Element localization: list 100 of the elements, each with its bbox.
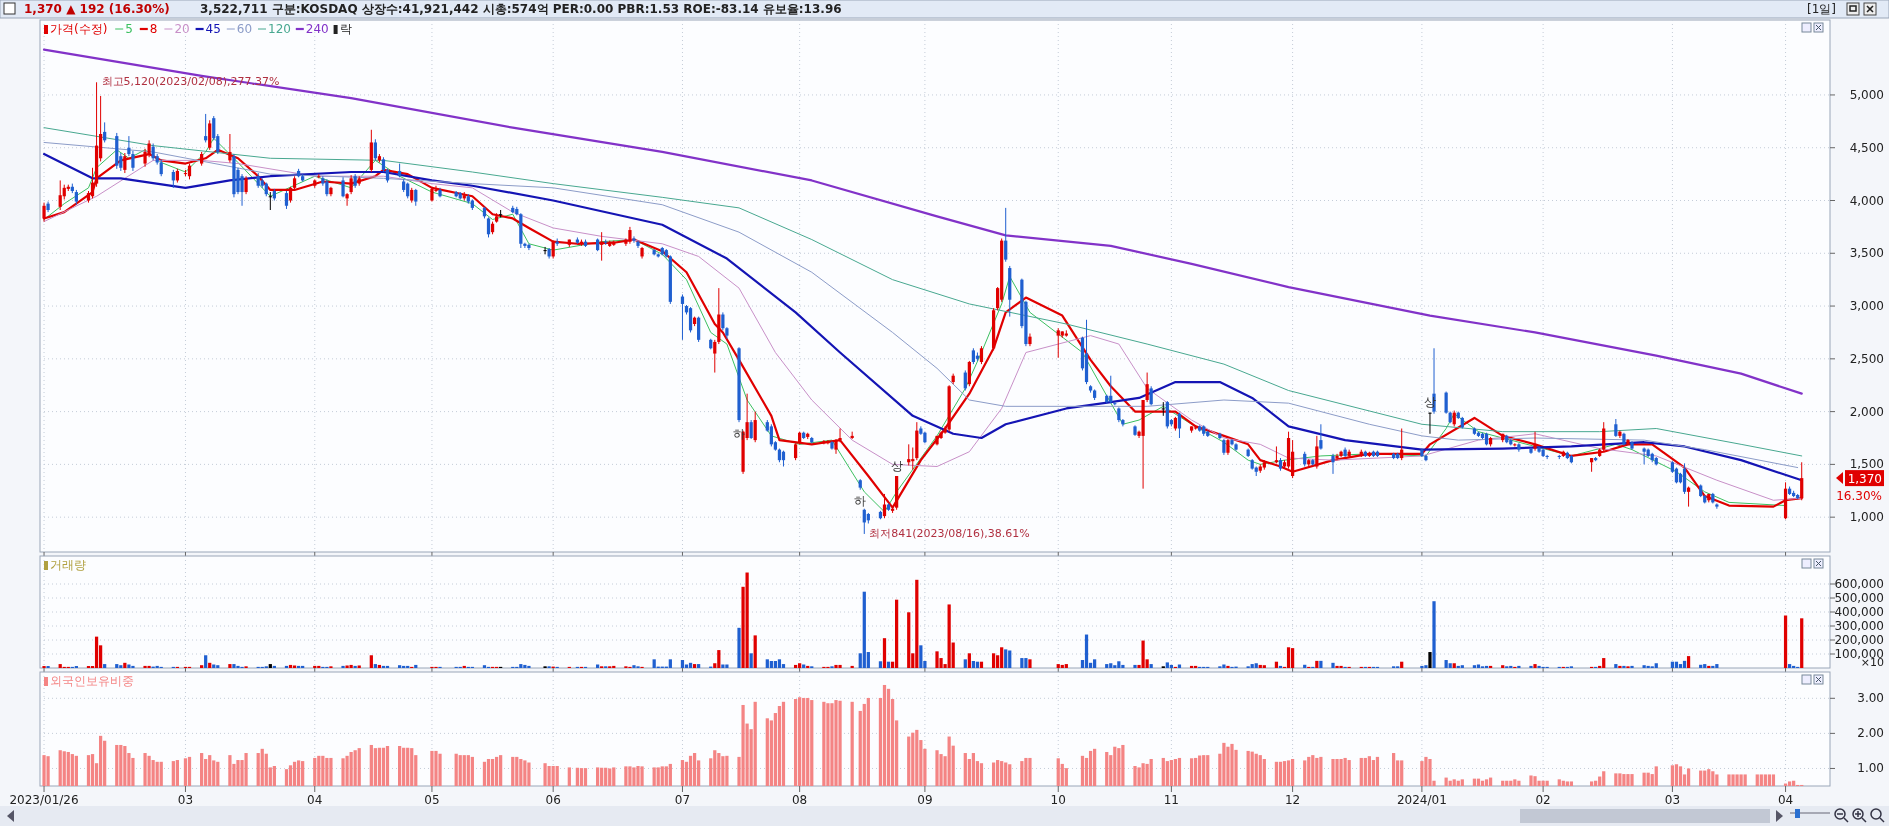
bar bbox=[793, 664, 798, 668]
y-tick-label: 1,500 bbox=[1849, 457, 1884, 472]
bar bbox=[341, 665, 345, 668]
x-tick-label: 07 bbox=[674, 793, 691, 807]
bar bbox=[1533, 664, 1537, 668]
bar bbox=[482, 665, 487, 668]
candlestick bbox=[341, 176, 345, 198]
bar bbox=[1331, 662, 1335, 668]
bar bbox=[414, 664, 418, 668]
y-tick-label: 2.00 bbox=[1857, 726, 1884, 741]
bar bbox=[1121, 664, 1125, 668]
bar bbox=[147, 665, 151, 668]
bar bbox=[749, 653, 753, 668]
y-tick-label: 3,500 bbox=[1849, 246, 1884, 261]
bar bbox=[1165, 662, 1169, 668]
bar bbox=[1020, 658, 1024, 668]
bar bbox=[228, 664, 232, 668]
bar bbox=[878, 661, 883, 668]
bar bbox=[119, 665, 123, 668]
bar bbox=[1056, 664, 1060, 668]
legend-label: 240 bbox=[305, 22, 329, 36]
bar bbox=[373, 664, 377, 668]
bar bbox=[1400, 661, 1404, 668]
x-tick-label: 04 bbox=[307, 793, 323, 807]
candlestick bbox=[600, 231, 604, 262]
bar bbox=[1262, 665, 1266, 668]
bar bbox=[1686, 656, 1691, 668]
text: [1일] bbox=[1807, 2, 1836, 16]
bar bbox=[369, 655, 373, 668]
bar bbox=[1319, 660, 1323, 668]
candlestick bbox=[1109, 375, 1113, 404]
bar bbox=[232, 664, 236, 668]
bar bbox=[94, 636, 99, 668]
bar bbox=[773, 661, 778, 668]
bar bbox=[527, 665, 531, 668]
bar bbox=[1064, 664, 1068, 668]
candlestick bbox=[1537, 445, 1541, 454]
bar bbox=[143, 665, 147, 668]
candlestick bbox=[1161, 401, 1165, 417]
candlestick bbox=[749, 419, 753, 440]
bar bbox=[1452, 663, 1456, 668]
bar bbox=[907, 612, 911, 668]
bar bbox=[963, 659, 967, 668]
y-tick-label: 3,000 bbox=[1849, 299, 1884, 314]
bar bbox=[1654, 663, 1658, 668]
candlestick bbox=[769, 423, 773, 447]
bar bbox=[632, 665, 636, 668]
bar bbox=[753, 635, 757, 668]
bar bbox=[967, 653, 971, 668]
bar bbox=[971, 661, 975, 668]
bar bbox=[1117, 661, 1121, 668]
x-tick-label: 02 bbox=[1535, 793, 1551, 807]
bar bbox=[1024, 658, 1028, 668]
x-tick-label: 04 bbox=[1777, 793, 1794, 807]
y-tick-label: 400,000 bbox=[1834, 605, 1884, 619]
bar bbox=[1420, 665, 1424, 668]
bar bbox=[1800, 618, 1804, 668]
candlestick bbox=[373, 138, 377, 161]
bar bbox=[975, 661, 980, 668]
candlestick bbox=[123, 152, 127, 174]
y-tick-label: 200,000 bbox=[1834, 633, 1884, 647]
bar bbox=[1682, 660, 1687, 668]
x-tick-label: 03 bbox=[1664, 793, 1681, 807]
bar bbox=[1315, 660, 1319, 668]
bar bbox=[769, 661, 773, 668]
bar bbox=[895, 599, 899, 668]
bar bbox=[1084, 634, 1089, 668]
x-tick-label: 05 bbox=[424, 793, 440, 807]
bar bbox=[838, 664, 842, 668]
x-tick-label: 09 bbox=[917, 793, 933, 807]
y-tick-label: 600,000 bbox=[1834, 577, 1884, 591]
x-tick-label: 2023/01/26 bbox=[9, 793, 79, 807]
bar bbox=[1614, 664, 1618, 668]
bar bbox=[216, 665, 220, 668]
chart-title: 1,370 ▲ 192 (16.30%) bbox=[24, 2, 170, 16]
x-tick-label: 2024/01 bbox=[1396, 793, 1447, 807]
candlestick bbox=[1444, 391, 1448, 415]
bar bbox=[1618, 665, 1622, 668]
y-tick-label: 5,000 bbox=[1849, 87, 1884, 102]
x-tick-label: 12 bbox=[1284, 793, 1301, 807]
bar bbox=[1783, 615, 1788, 668]
candlestick bbox=[1335, 453, 1339, 461]
bar bbox=[1428, 652, 1432, 668]
bar bbox=[1028, 659, 1032, 668]
bar bbox=[1254, 663, 1258, 668]
bar bbox=[1715, 664, 1719, 668]
bar bbox=[127, 664, 131, 668]
bar bbox=[1226, 665, 1230, 668]
text: 거래량 bbox=[50, 558, 86, 572]
bar bbox=[1529, 665, 1533, 668]
bar bbox=[58, 664, 62, 668]
bar bbox=[131, 665, 135, 668]
bar bbox=[1699, 664, 1703, 668]
bar bbox=[935, 651, 939, 668]
legend-label: 20 bbox=[174, 22, 190, 36]
candlestick bbox=[713, 339, 717, 374]
bar bbox=[1258, 664, 1262, 668]
bar bbox=[377, 664, 382, 668]
bar bbox=[1630, 665, 1634, 668]
x-tick-label: 10 bbox=[1050, 793, 1066, 807]
